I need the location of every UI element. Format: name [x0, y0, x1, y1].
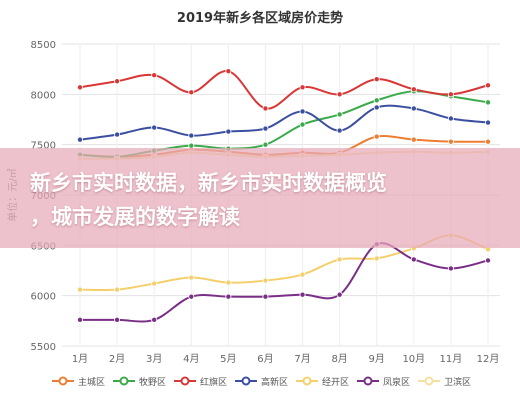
series-line-2: [79, 70, 489, 110]
x-tick-label: 3月: [146, 353, 162, 365]
data-point: [188, 274, 195, 281]
data-point: [336, 291, 343, 298]
chart-title: 2019年新乡各区域房价走势: [177, 10, 343, 26]
legend-swatch-marker: [363, 376, 373, 386]
data-point: [225, 279, 232, 286]
data-point: [336, 256, 343, 263]
data-point: [114, 78, 121, 85]
overlay-line-1: 新乡市实时数据，新乡市实时数据概览: [30, 171, 387, 195]
y-tick-label: 7500: [31, 141, 56, 152]
data-point: [77, 286, 84, 293]
data-point: [114, 316, 121, 323]
legend-entry: 牧野区: [139, 376, 166, 388]
data-point: [336, 91, 343, 98]
data-point: [336, 127, 343, 134]
x-tick-label: 1月: [72, 353, 88, 365]
data-point: [447, 138, 454, 145]
x-tick-label: 5月: [220, 353, 236, 365]
data-point: [299, 108, 306, 115]
data-point: [77, 84, 84, 91]
legend-entry: 凤泉区: [383, 376, 410, 388]
y-tick-label: 6000: [31, 292, 56, 303]
data-point: [188, 89, 195, 96]
data-point: [151, 124, 158, 131]
data-point: [410, 256, 417, 263]
data-point: [299, 271, 306, 278]
data-point: [447, 91, 454, 98]
data-point: [225, 128, 232, 135]
overlay-headline: 新乡市实时数据，新乡市实时数据概览 ，城市发展的数字解读: [30, 166, 490, 234]
data-point: [262, 105, 269, 112]
legend-entry: 高新区: [261, 376, 288, 388]
data-point: [373, 97, 380, 104]
legend-swatch-marker: [424, 376, 434, 386]
data-point: [225, 293, 232, 300]
y-tick-label: 8500: [31, 40, 56, 51]
legend-entry: 红旗区: [200, 376, 227, 388]
legend-swatch-marker: [241, 376, 251, 386]
data-point: [410, 136, 417, 143]
series-line-5: [80, 242, 489, 323]
legend-swatch-marker: [302, 376, 312, 386]
data-point: [262, 293, 269, 300]
data-point: [484, 82, 491, 89]
series-line-3: [79, 104, 489, 141]
data-point: [299, 121, 306, 128]
data-point: [373, 255, 380, 262]
data-point: [484, 138, 491, 145]
x-tick-label: 11月: [440, 353, 463, 365]
data-point: [151, 72, 158, 79]
data-point: [188, 293, 195, 300]
data-point: [447, 265, 454, 272]
data-point: [151, 316, 158, 323]
data-point: [77, 136, 84, 143]
data-point: [373, 76, 380, 83]
data-point: [114, 131, 121, 138]
data-point: [410, 86, 417, 93]
legend-swatch-marker: [58, 376, 68, 386]
data-point: [336, 111, 343, 118]
data-point: [410, 105, 417, 112]
legend-entry: 卫滨区: [444, 376, 471, 388]
x-tick-label: 4月: [183, 353, 199, 365]
data-point: [77, 316, 84, 323]
x-tick-label: 8月: [331, 353, 347, 365]
data-point: [151, 280, 158, 287]
data-point: [373, 133, 380, 140]
overlay-line-2: ，城市发展的数字解读: [30, 205, 240, 229]
data-point: [262, 141, 269, 148]
data-point: [299, 84, 306, 91]
data-point: [484, 119, 491, 126]
data-point: [188, 132, 195, 139]
x-tick-label: 2月: [109, 353, 125, 365]
data-point: [484, 99, 491, 106]
x-tick-label: 10月: [402, 353, 425, 365]
data-point: [262, 277, 269, 284]
data-point: [299, 291, 306, 298]
data-point: [484, 257, 491, 264]
data-point: [114, 286, 121, 293]
x-tick-label: 9月: [369, 353, 385, 365]
data-point: [262, 125, 269, 132]
y-tick-label: 5500: [31, 342, 56, 353]
x-tick-label: 7月: [294, 353, 310, 365]
data-point: [225, 68, 232, 75]
legend-entry: 经开区: [322, 376, 349, 388]
data-point: [447, 115, 454, 122]
x-tick-label: 6月: [257, 353, 273, 365]
data-point: [373, 104, 380, 111]
legend-swatch-marker: [180, 376, 190, 386]
title-overlay-band: [0, 148, 520, 248]
legend-swatch-marker: [119, 376, 129, 386]
legend-entry: 主城区: [78, 376, 105, 388]
y-tick-label: 8000: [31, 90, 56, 101]
x-tick-label: 12月: [477, 353, 500, 365]
